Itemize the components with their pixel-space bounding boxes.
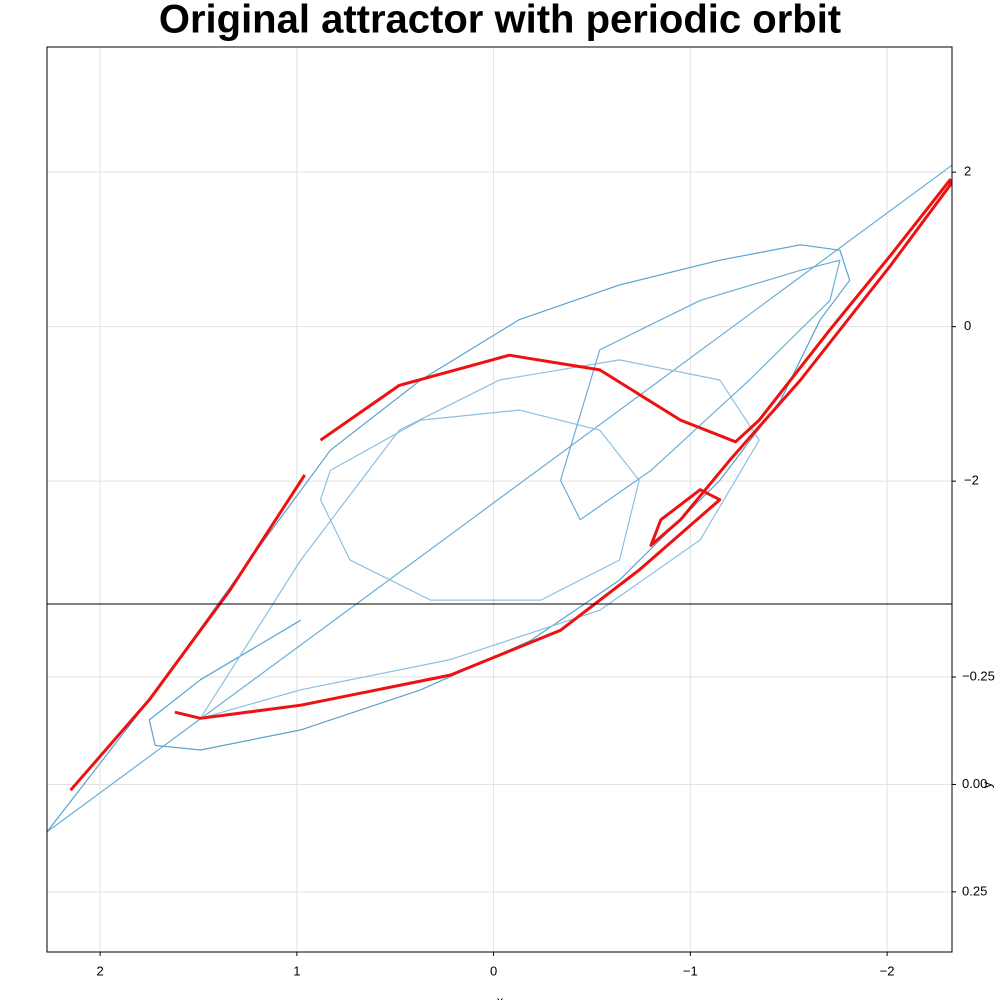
plot-frame xyxy=(46,46,953,953)
y2-tick-label: 0.00 xyxy=(962,776,987,791)
series-line xyxy=(319,409,640,601)
x-tick-label: 2 xyxy=(97,963,104,978)
series-line xyxy=(46,244,851,833)
y-tick-label: 2 xyxy=(964,164,971,179)
x-tick-label: −1 xyxy=(683,963,698,978)
series-line xyxy=(69,178,952,792)
y2-tick-label: −0.25 xyxy=(962,668,995,683)
chart-title: Original attractor with periodic orbit xyxy=(159,0,841,42)
y-tick-label: −2 xyxy=(964,473,979,488)
series-line xyxy=(199,359,760,719)
y-tick-label: 0 xyxy=(964,318,971,333)
x-tick-label: 0 xyxy=(490,963,497,978)
x-tick-label: 1 xyxy=(293,963,300,978)
x-tick-label: −2 xyxy=(880,963,895,978)
x-axis-label: x xyxy=(497,993,504,1000)
series-line xyxy=(559,259,841,521)
y-axis-label: y xyxy=(979,781,994,788)
y2-tick-label: 0.25 xyxy=(962,883,987,898)
series-line xyxy=(46,164,953,833)
